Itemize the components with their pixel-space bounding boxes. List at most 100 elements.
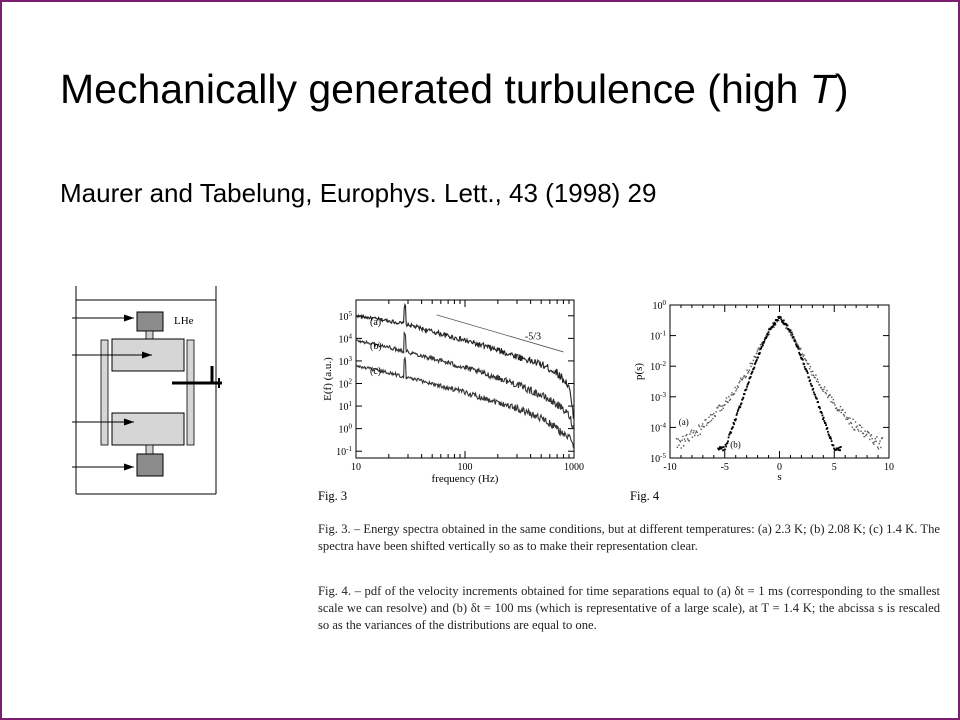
fig4-series-a-point (876, 446, 879, 448)
fig4-series-b-point (795, 343, 797, 346)
fig3-y-tick-label: 105 (339, 310, 353, 323)
fig4-series-a-point (844, 411, 846, 414)
fig4-y-tick-label: 10-2 (650, 360, 666, 373)
fig4-series-b-point (742, 396, 745, 399)
fig4-series-b-point (727, 436, 730, 439)
fig4-series-a-point (875, 440, 877, 442)
fig4-y-tick-label: 10-3 (650, 391, 666, 404)
fig4-series-a-point (732, 394, 734, 396)
fig4-series-a-point (839, 405, 842, 408)
fig4-series-a-point (835, 407, 837, 410)
fig3-series-c-label: (c) (370, 366, 381, 377)
fig4-series-a-point (850, 422, 853, 425)
fig4-series-a-point (716, 407, 718, 409)
fig4-series-a-point (709, 414, 712, 416)
fig4-series-a-point (752, 359, 755, 362)
fig4-series-a-point (749, 362, 751, 365)
fig4-series-a-point (830, 401, 832, 403)
fig4-series-b-point (830, 440, 833, 443)
fig4-series-a-point (766, 335, 769, 337)
fig4-series-a-point (869, 438, 871, 441)
fig4-y-tick-label: 10-1 (650, 330, 666, 343)
fig4-series-a-point (842, 408, 844, 411)
fig4-series-a-point (831, 396, 833, 399)
fig4-series-a-point (695, 430, 698, 432)
fig4-series-a-point (872, 441, 874, 444)
fig4-series-a-point (880, 437, 883, 440)
fig4-series-a-point (821, 388, 823, 391)
fig4-series-b-point (817, 401, 820, 403)
fig4-y-tick-label: 10-4 (650, 421, 666, 434)
fig4-series-a-point (871, 437, 873, 440)
fig4-series-a-point (815, 374, 817, 376)
fig4-series-b-point (839, 449, 842, 452)
fig4-series-b-point (780, 318, 783, 321)
fig4-series-a-point (758, 347, 760, 349)
fig4-series-a-point (855, 426, 858, 428)
fig3-y-tick-label: 103 (339, 355, 353, 368)
fig4-series-b-point (827, 430, 829, 433)
fig4-series-b-point (823, 420, 826, 422)
fig4-series-a-point (705, 418, 707, 421)
fig4-series-b-point (754, 361, 757, 364)
fig4-series-a-point (863, 435, 865, 438)
fig4-series-b-point (839, 446, 842, 448)
fig4-series-a-point (736, 385, 739, 387)
fig4-series-b-point (812, 387, 815, 390)
fig4-series-a-point (682, 435, 684, 438)
fig4-series-b-point (722, 449, 724, 452)
fig4-series-a-point (715, 411, 717, 413)
fig4-series-a-point (731, 392, 733, 394)
fig3-slope-annotation: -5/3 (525, 331, 541, 342)
fig4-series-a-point (804, 359, 807, 361)
fig4-series-b-point (811, 388, 814, 391)
fig4-x-tick-label: 0 (777, 462, 782, 473)
fig4-series-a-point (728, 399, 731, 402)
fig4-series-a-point (740, 378, 743, 381)
fig4-series-a-point (691, 436, 694, 438)
fig4-series-a-point (860, 430, 862, 432)
fig4-series-a-point (751, 362, 753, 365)
fig4-series-b-point (777, 316, 780, 318)
fig4-series-b-point (836, 447, 839, 450)
fig4-series-b-point (719, 446, 721, 448)
fig4-series-b-point (824, 422, 827, 425)
fig4-series-a-point (822, 390, 824, 393)
fig4-series-a-point (840, 411, 842, 414)
fig4-series-a-point (856, 425, 858, 428)
fig4-series-b-point (739, 403, 742, 406)
fig4-series-b-point (838, 449, 840, 452)
fig4-series-a-point (699, 433, 702, 436)
fig4-series-b-point (822, 416, 825, 419)
fig4-series-b-point (731, 426, 734, 429)
fig4-series-b-point (743, 393, 746, 396)
fig4-series-b-point (832, 444, 835, 447)
fig4-series-b-point (779, 316, 782, 319)
fig4-series-a-point (698, 424, 700, 426)
fig4-series-b-point (791, 333, 794, 336)
fig4-series-b-point (766, 333, 769, 336)
fig4-series-b-point (718, 447, 721, 450)
fig4-series-a-point (675, 437, 678, 440)
fig4-series-a-point (845, 418, 847, 420)
fig4-series-a-point (842, 413, 845, 416)
fig4-series-a-point (743, 375, 745, 377)
fig4-series-a-point (698, 425, 701, 428)
fig4-series-a-point (701, 423, 704, 425)
fig4-series-a-point (800, 347, 802, 350)
fig4-series-a-point (799, 348, 801, 351)
fig4-series-a-point (750, 365, 752, 368)
fig4-series-b-point (747, 382, 750, 385)
fig3-series-b-line (355, 331, 575, 429)
fig4-series-a-point (776, 321, 778, 323)
fig4-series-b-point (773, 321, 776, 324)
fig4-series-b-point (786, 324, 789, 327)
fig4-series-a-point (820, 386, 823, 389)
fig4-series-a-point (679, 441, 682, 443)
fig3-series-b-label: (b) (370, 341, 382, 352)
fig4-series-a-point (832, 398, 835, 401)
fig4-series-a-point (843, 415, 846, 417)
fig4-series-b-point (758, 352, 761, 354)
fig4-series-b-point (771, 326, 774, 329)
fig4-series-b-point (763, 340, 766, 343)
